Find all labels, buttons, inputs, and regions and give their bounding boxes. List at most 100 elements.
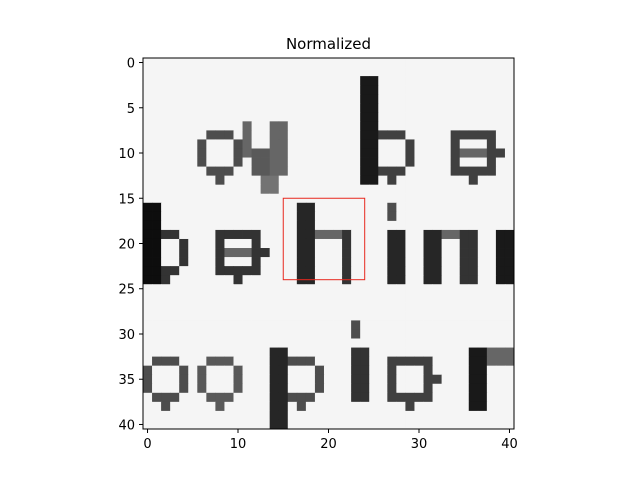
heatmap-cell (468, 419, 479, 430)
heatmap-cell (296, 148, 307, 158)
heatmap-cell (378, 130, 388, 140)
heatmap-cell (161, 320, 171, 330)
heatmap-cell (314, 85, 325, 95)
heatmap-cell (188, 85, 198, 95)
heatmap-cell (486, 419, 497, 430)
heatmap-cell (333, 184, 343, 195)
heatmap-cell (179, 139, 189, 149)
heatmap-cell (242, 67, 252, 77)
heatmap-cell (251, 347, 262, 358)
heatmap-cell (278, 401, 289, 412)
heatmap-cell (251, 85, 262, 95)
heatmap-cell (278, 392, 289, 403)
heatmap-cell (414, 157, 424, 167)
heatmap-cell (152, 58, 162, 68)
heatmap-cell (242, 103, 252, 113)
heatmap-cell (441, 293, 452, 303)
heatmap-cell (296, 329, 307, 339)
heatmap-cell (486, 383, 497, 394)
x-tick-label: 0 (143, 437, 151, 452)
heatmap-cell (143, 293, 153, 303)
heatmap-cell (342, 76, 352, 86)
heatmap-cell (323, 175, 334, 186)
heatmap-cell (414, 383, 424, 394)
heatmap-cell (441, 266, 452, 276)
heatmap-cell (450, 94, 461, 104)
x-tick-label: 10 (230, 437, 247, 452)
y-tick-label: 10 (118, 147, 135, 162)
heatmap-cell (197, 329, 207, 339)
heatmap-cell (342, 248, 352, 258)
heatmap-cell (468, 275, 479, 285)
heatmap-cell (179, 392, 189, 403)
heatmap-cell (278, 320, 289, 330)
heatmap-cell (468, 76, 479, 86)
heatmap-cell (206, 383, 216, 394)
heatmap-cell (251, 148, 262, 158)
heatmap-cell (143, 166, 153, 177)
heatmap-cell (486, 338, 497, 348)
heatmap-cell (450, 202, 461, 213)
heatmap-cell (179, 257, 189, 267)
heatmap-cell (378, 266, 388, 276)
heatmap-cell (459, 410, 470, 421)
heatmap-cell (504, 76, 515, 86)
heatmap-cell (504, 410, 515, 421)
heatmap-cell (206, 284, 216, 294)
heatmap-cell (342, 94, 352, 104)
heatmap-cell (242, 329, 252, 339)
heatmap-cell (504, 238, 515, 249)
heatmap-cell (251, 257, 262, 267)
heatmap-cell (342, 112, 352, 122)
heatmap-cell (305, 419, 316, 430)
heatmap-cell (224, 284, 234, 294)
heatmap-cell (260, 166, 271, 177)
heatmap-cell (233, 266, 243, 276)
heatmap-cell (351, 329, 361, 339)
heatmap-cell (152, 365, 162, 376)
heatmap-cell (441, 148, 452, 158)
y-tick-label: 30 (118, 328, 135, 343)
heatmap-cell (396, 238, 406, 249)
heatmap-cell (161, 175, 171, 186)
heatmap-cell (432, 157, 443, 167)
heatmap-cell (342, 284, 352, 294)
heatmap-cell (170, 184, 180, 195)
heatmap-cell (188, 94, 198, 104)
heatmap-cell (206, 329, 216, 339)
heatmap-cell (251, 121, 262, 131)
heatmap-cell (450, 157, 461, 167)
heatmap-cell (495, 103, 506, 113)
heatmap-cell (333, 410, 343, 421)
heatmap-cell (450, 275, 461, 285)
heatmap-cell (152, 166, 162, 177)
heatmap-cell (233, 112, 243, 122)
heatmap-cell (459, 257, 470, 267)
heatmap-cell (260, 374, 271, 385)
heatmap-cell (323, 338, 334, 348)
heatmap-cell (405, 365, 415, 376)
heatmap-cell (233, 184, 243, 195)
heatmap-cell (405, 139, 415, 149)
heatmap-cell (269, 383, 280, 394)
heatmap-cell (197, 112, 207, 122)
heatmap-cell (233, 356, 243, 367)
heatmap-cell (441, 67, 452, 77)
heatmap-cell (405, 175, 415, 186)
heatmap-cell (188, 67, 198, 77)
heatmap-cell (450, 383, 461, 394)
heatmap-cell (405, 67, 415, 77)
heatmap-cell (414, 130, 424, 140)
heatmap-cell (459, 58, 470, 68)
heatmap-cell (486, 257, 497, 267)
heatmap-cell (314, 257, 325, 267)
heatmap-cell (459, 94, 470, 104)
heatmap-cell (423, 329, 433, 339)
heatmap-cell (396, 302, 406, 312)
heatmap-cell (206, 130, 216, 140)
heatmap-cell (143, 419, 153, 430)
heatmap-cell (342, 401, 352, 412)
heatmap-cell (323, 302, 334, 312)
heatmap-cell (459, 76, 470, 86)
heatmap-cell (215, 67, 225, 77)
